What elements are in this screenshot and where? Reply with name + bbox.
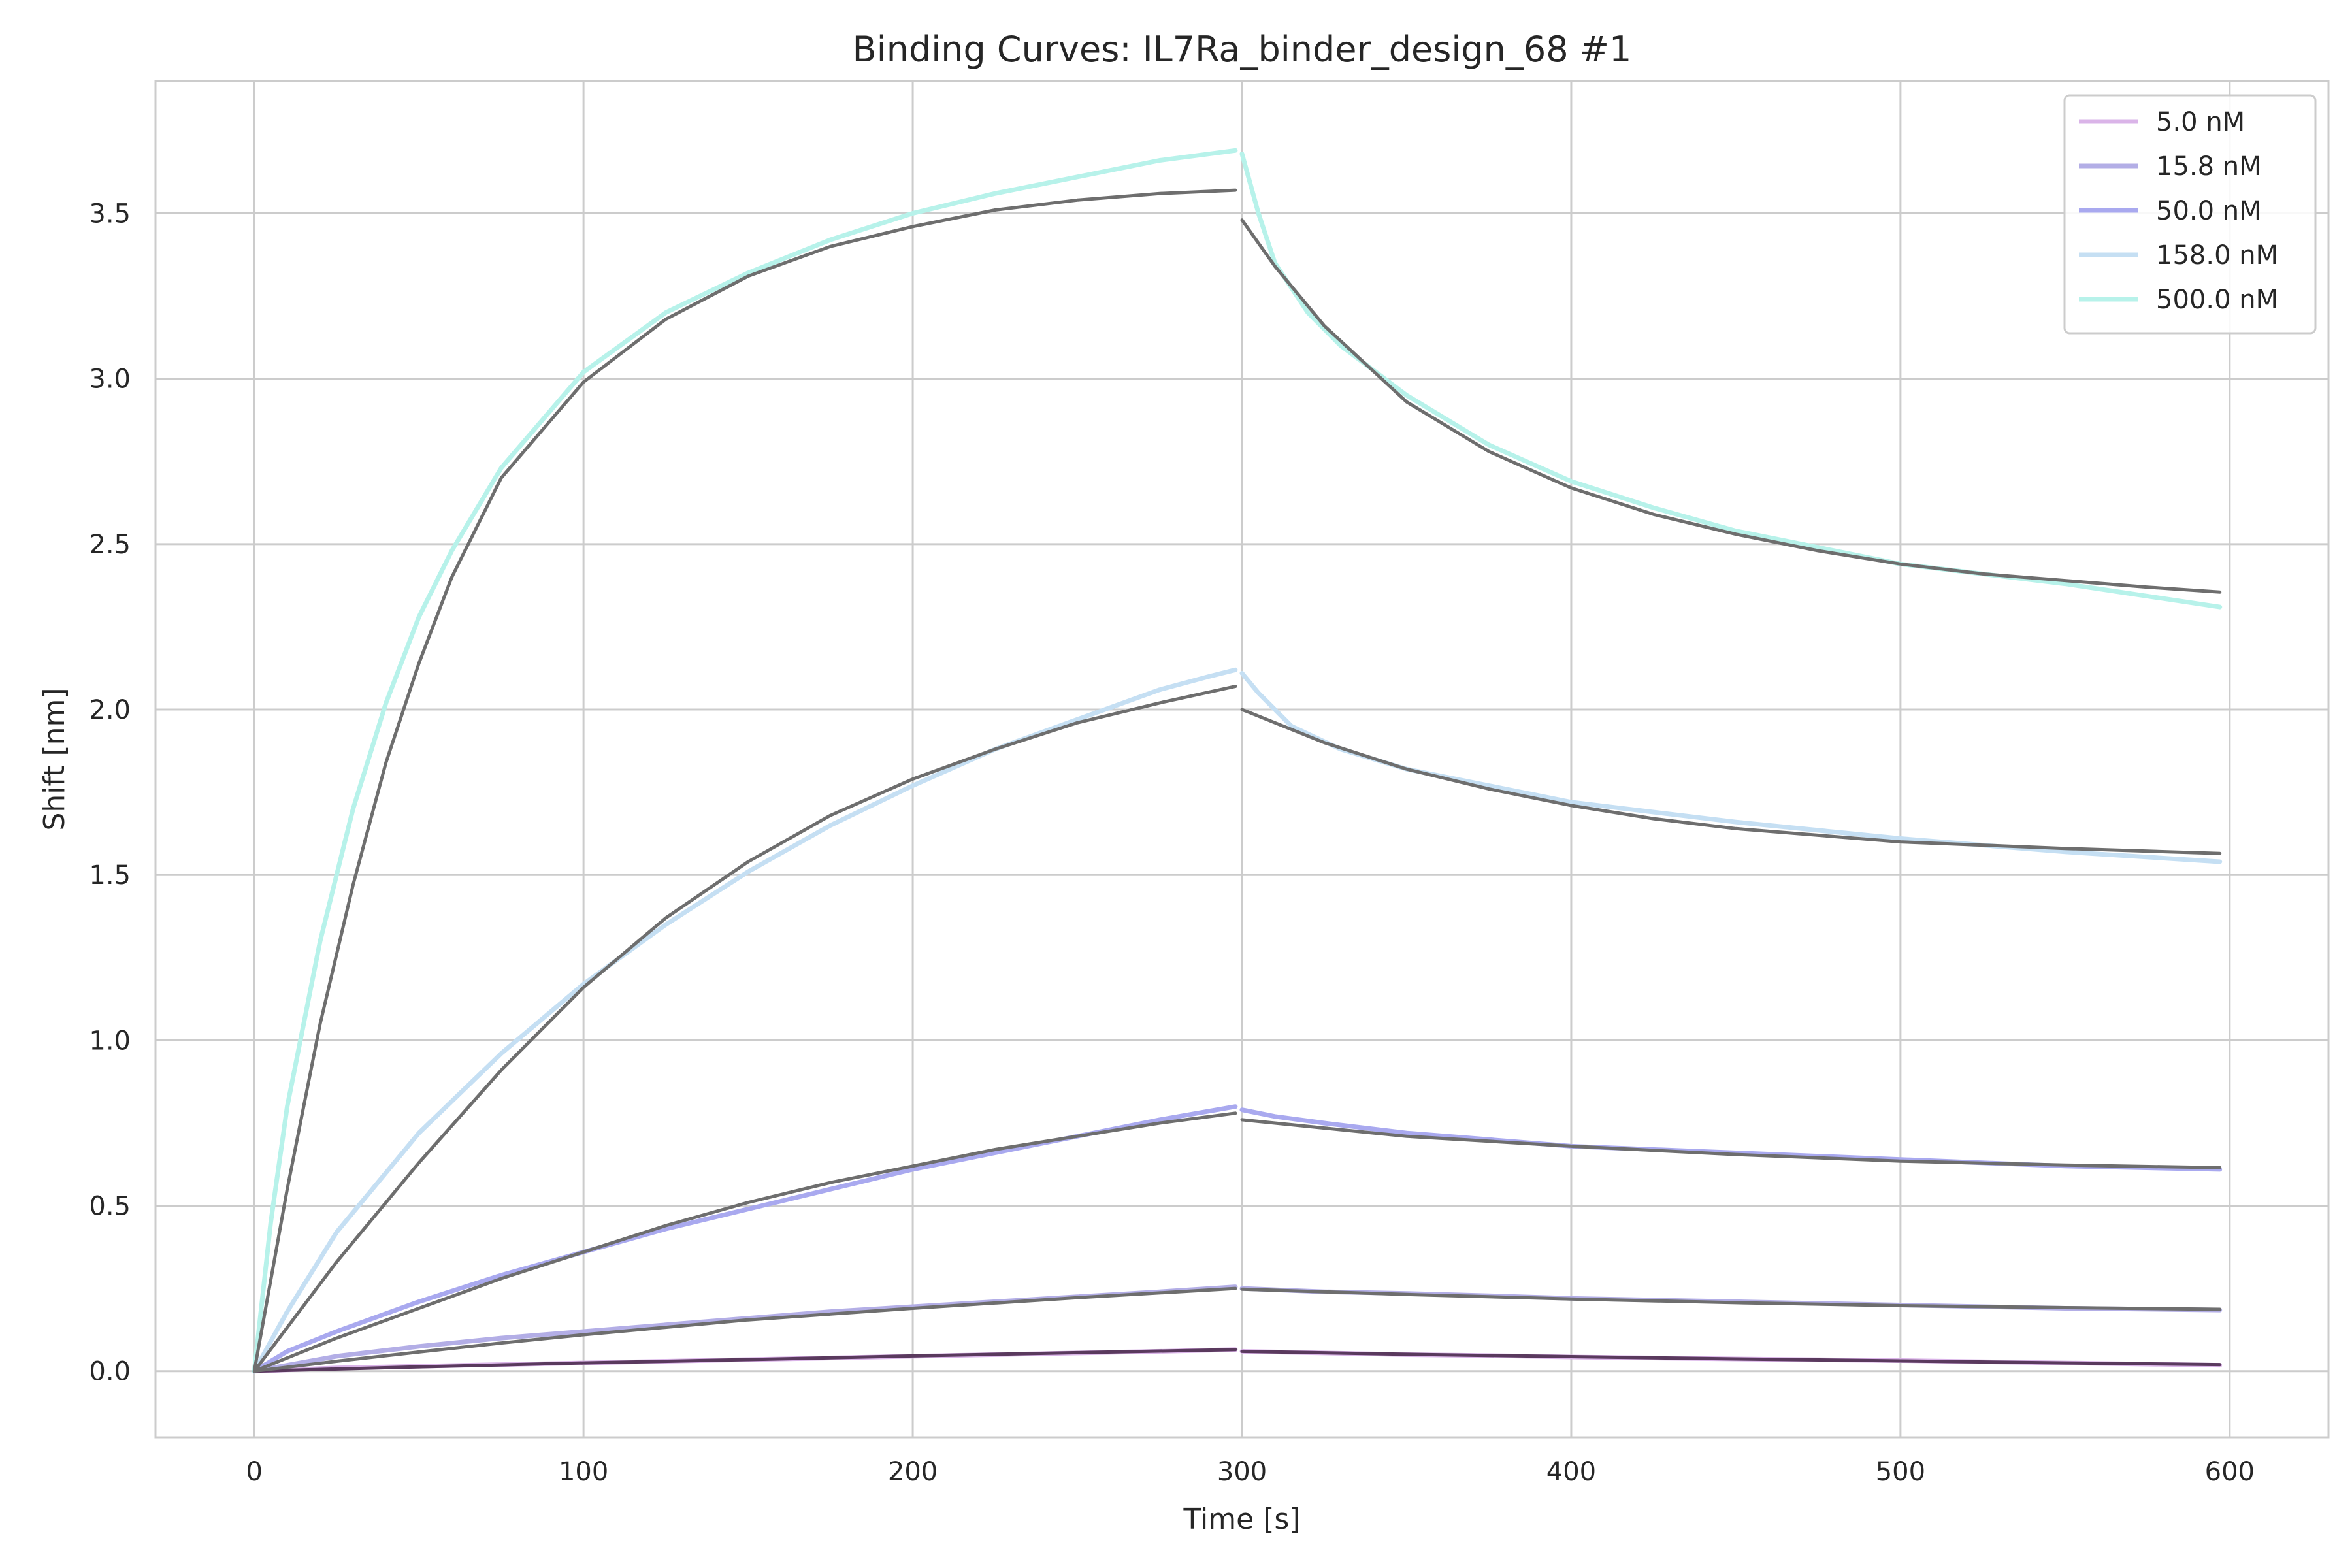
legend-label: 500.0 nM bbox=[2156, 285, 2278, 315]
x-tick-label: 600 bbox=[2205, 1457, 2255, 1487]
fit-curves-overlay bbox=[252, 188, 2222, 1373]
x-tick-labels: 0 100 200 300 400 500 600 bbox=[246, 1457, 2255, 1487]
y-tick-label: 1.5 bbox=[89, 860, 131, 890]
series-3-fit-dissoc-line bbox=[1240, 708, 2222, 855]
legend-box bbox=[2063, 94, 2317, 335]
legend-label: 15.8 nM bbox=[2156, 152, 2262, 182]
plot-frame bbox=[154, 80, 2330, 1439]
x-tick-label: 500 bbox=[1876, 1457, 1925, 1487]
y-tick-label: 3.0 bbox=[89, 365, 131, 395]
x-axis-label: Time [s] bbox=[1183, 1503, 1301, 1536]
x-tick-label: 0 bbox=[246, 1457, 262, 1487]
series-4-fit-dissoc-line bbox=[1240, 218, 2222, 594]
y-tick-label: 0.0 bbox=[89, 1357, 131, 1387]
series-1-fit-assoc-line bbox=[252, 1286, 1237, 1373]
x-tick-label: 400 bbox=[1546, 1457, 1596, 1487]
series-1-fit-dissoc-line bbox=[1240, 1287, 2222, 1311]
series-4-fit-assoc-line bbox=[252, 188, 1237, 1373]
x-tick-label: 100 bbox=[559, 1457, 608, 1487]
series-3-fit-assoc-line bbox=[252, 685, 1237, 1373]
chart-title: Binding Curves: IL7Ra_binder_design_68 #… bbox=[853, 29, 1632, 70]
legend-label: 158.0 nM bbox=[2156, 240, 2278, 270]
y-tick-label: 3.5 bbox=[89, 199, 131, 229]
x-tick-label: 300 bbox=[1217, 1457, 1267, 1487]
y-tick-label: 2.0 bbox=[89, 695, 131, 725]
legend: 5.0 nM 15.8 nM 50.0 nM 158.0 nM 500.0 nM bbox=[2063, 94, 2317, 335]
y-axis-label: Shift [nm] bbox=[38, 687, 71, 830]
y-tick-label: 2.5 bbox=[89, 530, 131, 560]
y-tick-label: 1.0 bbox=[89, 1026, 131, 1056]
series-4-measured-assoc-line bbox=[252, 148, 1238, 1374]
series-0-fit-dissoc-line bbox=[1240, 1349, 2222, 1367]
x-tick-label: 200 bbox=[888, 1457, 938, 1487]
series-3-measured-assoc-line bbox=[252, 667, 1238, 1374]
series-2-fit-dissoc-line bbox=[1240, 1118, 2222, 1169]
y-tick-labels: 0.0 0.5 1.0 1.5 2.0 2.5 3.0 3.5 bbox=[89, 199, 131, 1387]
series-2-fit-assoc-line bbox=[252, 1111, 1237, 1373]
series-0-fit-assoc-line bbox=[252, 1348, 1237, 1373]
legend-label: 50.0 nM bbox=[2156, 196, 2262, 226]
y-tick-label: 0.5 bbox=[89, 1192, 131, 1222]
legend-label: 5.0 nM bbox=[2156, 107, 2245, 137]
